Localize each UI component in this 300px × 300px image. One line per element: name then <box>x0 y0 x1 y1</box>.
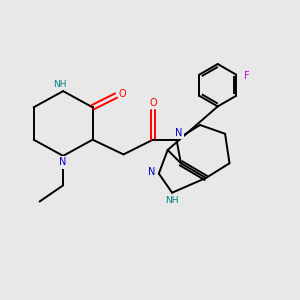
Text: O: O <box>119 89 126 99</box>
Text: F: F <box>244 71 249 81</box>
Text: N: N <box>175 128 182 138</box>
Text: N: N <box>148 167 155 177</box>
Text: O: O <box>149 98 157 108</box>
Text: NH: NH <box>53 80 66 89</box>
Text: NH: NH <box>165 196 179 205</box>
Text: N: N <box>59 158 67 167</box>
